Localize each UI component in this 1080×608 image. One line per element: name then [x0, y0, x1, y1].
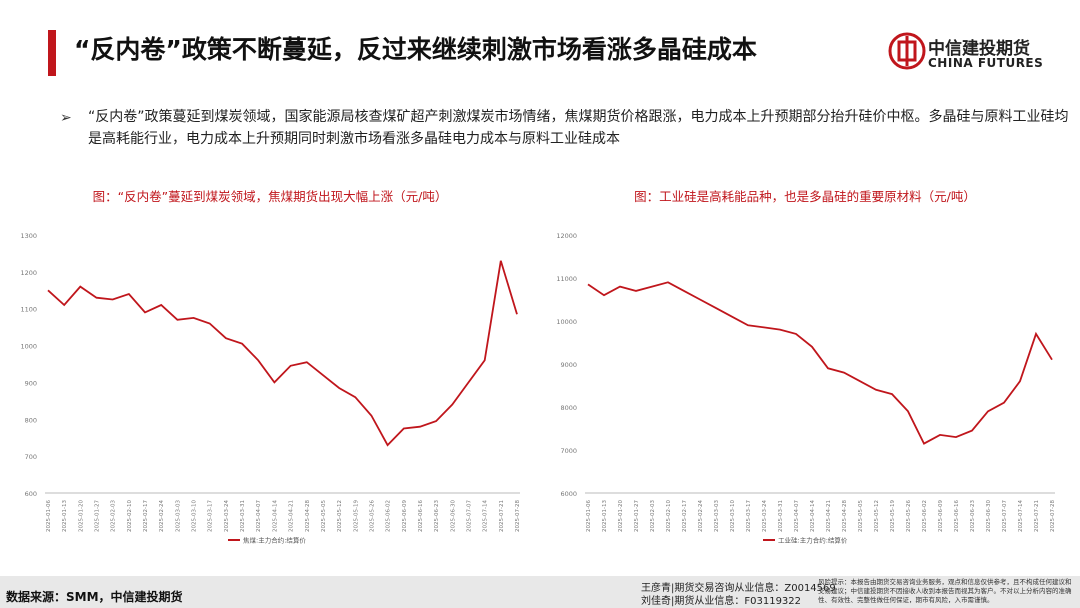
x-tick-label: 2025-04-07 — [794, 500, 800, 532]
x-tick-label: 2025-07-07 — [466, 500, 472, 532]
x-tick-label: 2025-06-30 — [986, 500, 992, 532]
title-bar — [48, 30, 56, 76]
x-tick-label: 2025-07-14 — [1018, 500, 1024, 532]
x-tick-label: 2025-01-27 — [634, 500, 640, 532]
y-tick-label: 12000 — [556, 232, 577, 240]
x-tick-label: 2025-05-26 — [369, 500, 375, 532]
x-tick-label: 2025-06-23 — [970, 500, 976, 532]
x-tick-label: 2025-04-21 — [826, 500, 832, 532]
y-tick-label: 11000 — [556, 275, 577, 283]
charts: 图：“反内卷”蔓延到煤炭领域，焦煤期货出现大幅上涨（元/吨） 600 700 800 9… — [20, 189, 1056, 545]
x-tick-label: 2025-01-20 — [78, 500, 84, 532]
bullet-icon: ➢ — [60, 110, 72, 126]
data-source: 数据来源：SMM，中信建投期货 — [6, 590, 183, 604]
bullet-text: “反内卷”政策蔓延到煤炭领域，国家能源局核查煤矿超产刺激煤炭市场情绪，焦煤期货价… — [88, 109, 1069, 147]
y-tick-label: 1000 — [20, 343, 37, 351]
x-tick-label: 2025-06-09 — [938, 500, 944, 532]
x-tick-label: 2025-06-02 — [386, 500, 392, 532]
y-tick-label: 700 — [25, 453, 37, 461]
x-tick-label: 2025-07-07 — [1002, 500, 1008, 532]
y-tick-label: 1200 — [20, 269, 37, 277]
legend-label: 焦煤:主力合约:结算价 — [243, 536, 306, 545]
x-tick-label: 2025-02-10 — [666, 500, 672, 532]
x-tick-label: 2025-07-28 — [1050, 500, 1056, 532]
x-tick-label: 2025-01-13 — [602, 500, 608, 532]
logo-icon — [888, 32, 926, 70]
x-tick-label: 2025-05-19 — [890, 500, 896, 532]
x-tick-label: 2025-01-27 — [95, 500, 101, 532]
x-tick-label: 2025-07-21 — [1034, 500, 1040, 532]
data-line — [47, 260, 518, 447]
x-tick-label: 2025-02-24 — [159, 500, 165, 532]
x-tick-label: 2025-03-24 — [762, 500, 768, 532]
x-tick-label: 2025-04-07 — [256, 500, 262, 532]
y-tick-label: 7000 — [560, 447, 577, 455]
x-tick-label: 2025-06-16 — [418, 500, 424, 532]
y-tick-label: 6000 — [560, 490, 577, 498]
data-line — [587, 281, 1053, 445]
x-tick-label: 2025-03-17 — [208, 500, 214, 532]
x-tick-label: 2025-05-19 — [353, 500, 359, 532]
y-tick-label: 1100 — [20, 306, 37, 314]
y-tick-label: 900 — [25, 379, 37, 387]
x-tick-label: 2025-02-03 — [650, 500, 656, 532]
x-tick-label: 2025-02-24 — [698, 500, 704, 532]
x-tick-label: 2025-07-14 — [483, 500, 489, 532]
logo-subtext: CHINA FUTURES — [928, 56, 1044, 70]
y-tick-label: 1300 — [20, 232, 37, 240]
x-tick-label: 2025-04-28 — [842, 500, 848, 532]
x-tick-label: 2025-05-12 — [874, 500, 880, 532]
analyst: 刘佳奇|期货从业信息：F03119322 — [641, 596, 802, 607]
x-tick-label: 2025-04-28 — [305, 500, 311, 532]
x-tick-label: 2025-05-26 — [906, 500, 912, 532]
x-tick-label: 2025-03-03 — [714, 500, 720, 532]
x-tick-label: 2025-03-17 — [746, 500, 752, 532]
x-tick-label: 2025-02-03 — [111, 500, 117, 532]
x-tick-label: 2025-03-10 — [730, 500, 736, 532]
x-tick-label: 2025-05-05 — [321, 500, 327, 532]
risk-notice: 风险提示：本报告由期货交易咨询业务服务，观点和信息仅供参考，且不构成任何建议和交… — [818, 578, 1072, 604]
x-tick-label: 2025-03-31 — [240, 500, 246, 532]
x-tick-label: 2025-01-20 — [618, 500, 624, 532]
x-tick-label: 2025-01-06 — [586, 500, 592, 532]
x-tick-label: 2025-02-10 — [127, 500, 133, 532]
x-tick-label: 2025-01-06 — [46, 500, 52, 532]
y-tick-label: 600 — [25, 490, 37, 498]
y-tick-label: 10000 — [556, 318, 577, 326]
x-tick-label: 2025-02-17 — [682, 500, 688, 532]
slide-title: “反内卷”政策不断蔓延，反过来继续刺激市场看涨多晶硅成本 — [74, 35, 757, 64]
x-tick-label: 2025-07-28 — [515, 500, 521, 532]
x-tick-label: 2025-03-24 — [224, 500, 230, 532]
x-tick-label: 2025-06-09 — [402, 500, 408, 532]
x-tick-label: 2025-06-16 — [954, 500, 960, 532]
x-tick-label: 2025-07-21 — [499, 500, 505, 532]
x-tick-label: 2025-06-02 — [922, 500, 928, 532]
analyst: 王彦青|期货交易咨询从业信息：Z0014569 — [641, 583, 836, 594]
x-tick-label: 2025-04-14 — [272, 500, 278, 532]
x-tick-label: 2025-04-14 — [810, 500, 816, 532]
logo-text: 中信建投期货 — [928, 39, 1030, 59]
x-tick-label: 2025-06-23 — [434, 500, 440, 532]
x-tick-label: 2025-04-21 — [289, 500, 295, 532]
y-tick-label: 800 — [25, 416, 37, 424]
legend-label: 工业硅:主力合约:结算价 — [778, 536, 848, 545]
x-tick-label: 2025-05-05 — [858, 500, 864, 532]
chart-title: 图：工业硅是高耗能品种，也是多晶硅的重要原材料（元/吨） — [634, 189, 976, 204]
y-tick-label: 8000 — [560, 404, 577, 412]
x-tick-label: 2025-05-12 — [337, 500, 343, 532]
y-tick-label: 9000 — [560, 361, 577, 369]
chart-title: 图：“反内卷”蔓延到煤炭领域，焦煤期货出现大幅上涨（元/吨） — [93, 189, 448, 204]
footer-bg — [0, 576, 1080, 608]
x-tick-label: 2025-02-17 — [143, 500, 149, 532]
x-tick-label: 2025-03-10 — [192, 500, 198, 532]
x-tick-label: 2025-03-03 — [175, 500, 181, 532]
x-tick-label: 2025-01-13 — [62, 500, 68, 532]
x-tick-label: 2025-03-31 — [778, 500, 784, 532]
x-tick-label: 2025-06-30 — [450, 500, 456, 532]
